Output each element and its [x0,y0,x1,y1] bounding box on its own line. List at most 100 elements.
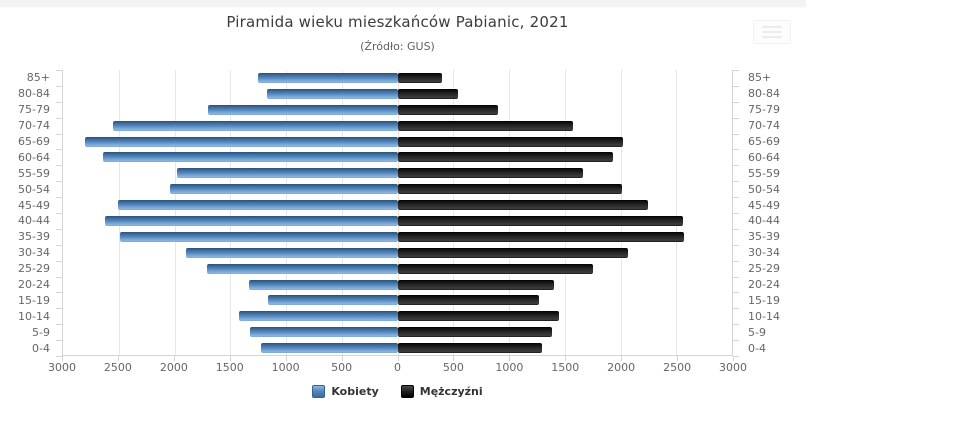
x-label-7: 500 [442,361,464,374]
y-label-left-40-44: 40-44 [18,214,50,228]
y-tick [56,292,62,294]
y-tick [733,165,739,167]
y-label-left-30-34: 30-34 [18,246,50,260]
gridline [286,70,287,355]
bar-kobiety-80-84[interactable] [267,88,398,99]
y-tick [56,356,62,357]
x-tick [509,356,511,361]
chart-subtitle: (Źródło: GUS) [360,40,435,53]
bar-kobiety-5-9[interactable] [250,327,398,338]
bar-kobiety-30-34[interactable] [185,247,398,258]
y-label-left-60-64: 60-64 [18,150,50,164]
bar-mężczyźni-80-84[interactable] [397,88,458,99]
bar-mężczyźni-70-74[interactable] [397,120,573,131]
y-label-right-65-69: 65-69 [748,135,780,148]
x-label-3: 1500 [215,361,244,374]
bar-mężczyźni-10-14[interactable] [397,311,560,322]
x-label-9: 1500 [551,361,580,374]
y-label-right-10-14: 10-14 [748,309,780,323]
y-tick [56,260,62,262]
x-label-12: 3000 [719,361,747,374]
x-tick [341,356,343,361]
bar-mężczyźni-45-49[interactable] [397,200,649,211]
bar-kobiety-75-79[interactable] [207,104,398,115]
y-tick [56,181,62,183]
y-tick [733,292,739,294]
gridline [453,70,455,355]
legend-item-mezczyzni[interactable]: Mężczyźni [400,385,483,398]
y-tick [733,213,739,214]
chart-title: Piramida wieku mieszkańców Pabianic, 202… [226,13,569,31]
bar-mężczyźni-35-39[interactable] [397,231,685,242]
y-tick [56,213,62,214]
bar-kobiety-40-44[interactable] [105,215,398,226]
bar-kobiety-70-74[interactable] [113,120,398,131]
bar-mężczyźni-25-29[interactable] [397,263,593,274]
y-label-left-65-69: 65-69 [18,135,50,148]
chart-menu-button[interactable] [753,20,791,44]
x-tick [453,356,455,361]
bar-mężczyźni-0-4[interactable] [397,343,543,354]
y-label-left-0-4: 0-4 [32,341,50,355]
y-label-right-75-79: 75-79 [748,103,780,117]
y-tick [733,276,739,278]
bar-kobiety-0-4[interactable] [261,343,398,354]
bar-mężczyźni-50-54[interactable] [397,184,622,195]
y-tick [56,340,62,342]
bar-kobiety-45-49[interactable] [117,200,398,211]
y-tick [56,165,62,167]
bar-kobiety-50-54[interactable] [170,184,398,195]
y-tick [733,324,739,326]
y-label-right-80-84: 80-84 [748,87,780,101]
bar-mężczyźni-20-24[interactable] [397,279,554,290]
bar-mężczyźni-60-64[interactable] [397,152,613,163]
bar-kobiety-10-14[interactable] [239,311,398,322]
y-label-right-50-54: 50-54 [748,182,780,196]
bar-kobiety-35-39[interactable] [119,231,398,242]
y-tick [733,133,739,135]
menu-line-icon [762,36,782,38]
gridline [341,70,343,355]
y-tick [56,133,62,135]
bar-kobiety-65-69[interactable] [85,136,398,147]
x-tick [173,356,175,361]
bar-mężczyźni-5-9[interactable] [397,327,553,338]
bar-kobiety-85+[interactable] [258,72,398,83]
y-tick [733,340,739,342]
y-label-right-35-39: 35-39 [748,230,780,244]
y-label-left-85+: 85+ [26,71,50,85]
bar-mężczyźni-40-44[interactable] [397,215,683,226]
y-label-left-25-29: 25-29 [18,262,50,276]
bar-mężczyźni-75-79[interactable] [397,104,498,115]
bar-kobiety-55-59[interactable] [176,168,398,179]
y-label-left-10-14: 10-14 [18,309,50,323]
x-label-6: 0 [394,361,401,374]
bar-mężczyźni-65-69[interactable] [397,136,623,147]
y-tick [56,117,62,119]
y-tick [733,244,739,246]
y-label-right-0-4: 0-4 [748,341,766,355]
bar-mężczyźni-15-19[interactable] [397,295,540,306]
bar-mężczyźni-30-34[interactable] [397,247,629,258]
y-tick [733,260,739,262]
bar-kobiety-20-24[interactable] [249,279,398,290]
y-label-right-55-59: 55-59 [748,166,780,180]
x-tick [733,356,734,361]
y-tick [733,356,739,357]
bar-mężczyźni-55-59[interactable] [397,168,583,179]
legend-item-kobiety[interactable]: Kobiety [312,385,379,398]
bar-kobiety-25-29[interactable] [206,263,398,274]
gridline [397,70,399,355]
y-tick [733,85,739,87]
bar-kobiety-15-19[interactable] [268,295,398,306]
bar-kobiety-60-64[interactable] [103,152,398,163]
y-tick [733,117,739,119]
y-label-right-15-19: 15-19 [748,293,780,307]
x-tick [229,356,231,361]
bar-mężczyźni-85+[interactable] [397,72,443,83]
legend-label: Kobiety [331,385,379,398]
legend: Kobiety Mężczyźni [0,385,795,398]
y-tick [733,197,739,199]
y-label-left-20-24: 20-24 [18,278,50,291]
